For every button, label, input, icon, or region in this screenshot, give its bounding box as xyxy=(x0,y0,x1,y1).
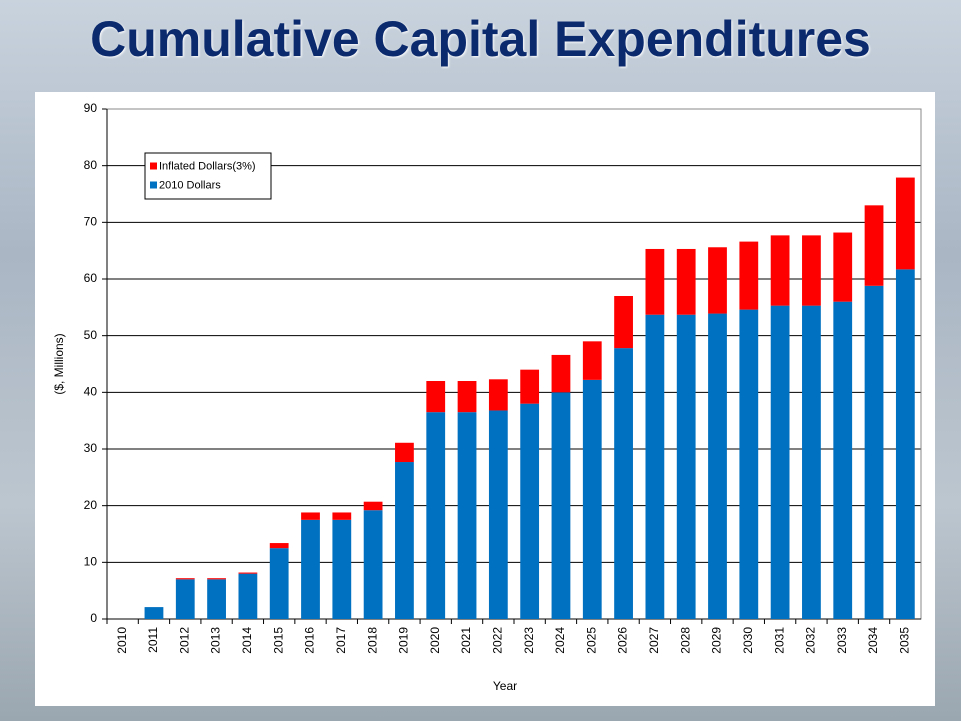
y-tick-label: 60 xyxy=(84,271,98,285)
bar-segment xyxy=(833,302,852,619)
bar-segment xyxy=(489,410,508,619)
x-tick-label: 2013 xyxy=(209,627,223,654)
bar-segment xyxy=(332,520,351,619)
legend-label: 2010 Dollars xyxy=(159,179,221,191)
y-tick-label: 40 xyxy=(84,385,98,399)
legend-swatch xyxy=(150,182,157,189)
bar-segment xyxy=(395,443,414,462)
bar-segment xyxy=(207,579,226,619)
x-tick-label: 2017 xyxy=(334,627,348,654)
y-tick-label: 90 xyxy=(84,101,98,115)
y-tick-label: 80 xyxy=(84,158,98,172)
bar-segment xyxy=(865,286,884,619)
bar-segment xyxy=(552,355,571,392)
bar-segment xyxy=(176,578,195,579)
x-tick-label: 2023 xyxy=(522,627,536,654)
x-tick-label: 2014 xyxy=(240,627,254,654)
bar-segment xyxy=(207,578,226,579)
bar-segment xyxy=(802,235,821,305)
legend-swatch xyxy=(150,163,157,170)
x-tick-label: 2035 xyxy=(898,627,912,654)
x-tick-label: 2019 xyxy=(397,627,411,654)
bar-segment xyxy=(614,296,633,348)
bar-segment xyxy=(520,370,539,404)
bar-segment xyxy=(739,242,758,310)
x-tick-label: 2028 xyxy=(678,627,692,654)
x-tick-label: 2012 xyxy=(177,627,191,654)
bar-segment xyxy=(739,310,758,619)
bar-segment xyxy=(301,520,320,619)
bar-segment xyxy=(176,579,195,619)
bar-segment xyxy=(583,380,602,619)
chart: Year ($, Millions) 010203040506070809020… xyxy=(0,0,961,721)
bar-segment xyxy=(614,348,633,619)
bar-segment xyxy=(865,205,884,285)
bar-segment xyxy=(677,315,696,619)
x-axis-title: Year xyxy=(493,679,517,693)
x-tick-label: 2029 xyxy=(710,627,724,654)
bar-segment xyxy=(896,178,915,270)
bar-segment xyxy=(552,392,571,619)
x-tick-label: 2032 xyxy=(804,627,818,654)
bar-segment xyxy=(270,543,289,548)
x-tick-label: 2020 xyxy=(428,627,442,654)
x-tick-label: 2021 xyxy=(459,627,473,654)
bar-segment xyxy=(771,235,790,305)
y-tick-label: 0 xyxy=(90,611,97,625)
bar-segment xyxy=(395,462,414,619)
bar-segment xyxy=(458,381,477,412)
x-tick-label: 2034 xyxy=(866,627,880,654)
x-tick-label: 2025 xyxy=(584,627,598,654)
bar-segment xyxy=(489,379,508,410)
y-tick-label: 20 xyxy=(84,498,98,512)
x-tick-label: 2015 xyxy=(271,627,285,654)
bar-segment xyxy=(426,381,445,412)
x-tick-label: 2024 xyxy=(553,627,567,654)
bar-segment xyxy=(583,341,602,380)
bar-segment xyxy=(145,607,164,619)
bar-segment xyxy=(802,306,821,619)
x-tick-label: 2030 xyxy=(741,627,755,654)
x-tick-label: 2011 xyxy=(146,627,160,653)
bar-segment xyxy=(364,502,383,511)
bar-segment xyxy=(677,249,696,315)
bar-segment xyxy=(270,548,289,619)
y-axis-title: ($, Millions) xyxy=(52,333,66,394)
legend-label: Inflated Dollars(3%) xyxy=(159,160,256,172)
x-tick-label: 2031 xyxy=(772,627,786,654)
bar-segment xyxy=(238,573,257,574)
bar-segment xyxy=(301,512,320,519)
bar-segment xyxy=(896,269,915,619)
y-tick-label: 10 xyxy=(84,555,98,569)
y-tick-label: 70 xyxy=(84,215,98,229)
y-tick-label: 50 xyxy=(84,328,98,342)
slide: Cumulative Capital Expenditures Year ($,… xyxy=(0,0,961,721)
x-tick-label: 2016 xyxy=(303,627,317,654)
x-tick-label: 2018 xyxy=(365,627,379,654)
x-tick-label: 2010 xyxy=(115,627,129,654)
x-tick-label: 2026 xyxy=(616,627,630,654)
x-tick-label: 2027 xyxy=(647,627,661,654)
bar-segment xyxy=(238,574,257,619)
x-tick-label: 2033 xyxy=(835,627,849,654)
bar-segment xyxy=(708,247,727,313)
bar-segment xyxy=(458,412,477,619)
bar-segment xyxy=(645,249,664,315)
x-tick-label: 2022 xyxy=(491,627,505,654)
bar-segment xyxy=(833,233,852,302)
bar-segment xyxy=(426,412,445,619)
bar-segment xyxy=(645,315,664,619)
bar-segment xyxy=(708,314,727,619)
bar-segment xyxy=(332,512,351,519)
bar-segment xyxy=(364,510,383,619)
y-tick-label: 30 xyxy=(84,441,98,455)
bar-segment xyxy=(520,404,539,619)
bar-segment xyxy=(771,306,790,619)
